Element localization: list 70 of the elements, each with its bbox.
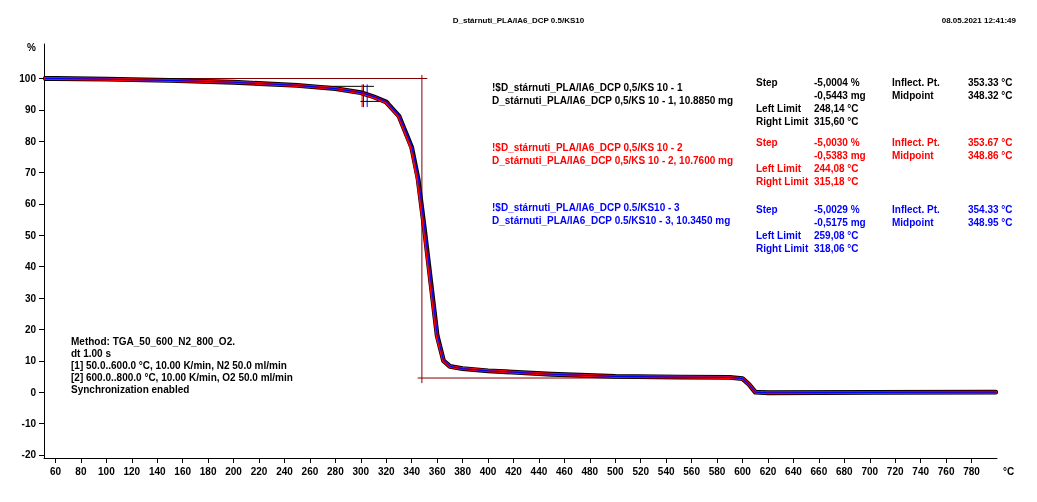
x-tick-label: 580 bbox=[708, 465, 726, 477]
x-tick-label: 400 bbox=[479, 465, 497, 477]
x-tick-label: 760 bbox=[937, 465, 955, 477]
y-tick-label: 40 bbox=[24, 261, 37, 273]
y-tick-label: -10 bbox=[21, 418, 37, 429]
x-tick-label: 460 bbox=[556, 465, 574, 477]
annotation: -5,0029 % -0,5175 mg 259,08 °C 318,06 °C bbox=[814, 204, 866, 254]
x-tick-label: 100 bbox=[98, 465, 116, 477]
y-tick-label: -20 bbox=[21, 449, 37, 461]
annotation: Inflect. Pt. Midpoint bbox=[892, 77, 940, 101]
y-tick-label: 20 bbox=[24, 323, 37, 335]
x-tick-label: 60 bbox=[49, 465, 62, 477]
x-tick-label: 280 bbox=[327, 465, 345, 477]
x-tick-label: 780 bbox=[963, 465, 981, 477]
annotation: Inflect. Pt. Midpoint bbox=[892, 204, 940, 228]
x-tick-label: 600 bbox=[734, 465, 752, 477]
chart-subtitle: 08.05.2021 12:41:49 bbox=[941, 15, 1017, 25]
x-tick-label: 140 bbox=[148, 465, 167, 477]
x-tick-label: 540 bbox=[657, 465, 675, 477]
y-tick-label: 0 bbox=[30, 386, 37, 398]
x-tick-label: 680 bbox=[835, 465, 854, 477]
x-tick-label: 340 bbox=[403, 465, 421, 477]
x-tick-label: 660 bbox=[810, 465, 828, 477]
x-tick-label: 300 bbox=[352, 465, 370, 477]
y-tick-label: 80 bbox=[24, 135, 37, 147]
annotation: -5,0030 % -0,5383 mg 244,08 °C 315,18 °C bbox=[814, 137, 866, 187]
x-tick-label: 260 bbox=[301, 465, 319, 477]
y-tick-label: 90 bbox=[24, 104, 37, 116]
annotation: -5,0004 % -0,5443 mg 248,14 °C 315,60 °C bbox=[814, 77, 866, 127]
x-tick-label: 560 bbox=[683, 465, 701, 477]
x-tick-label: 180 bbox=[199, 465, 217, 477]
y-tick-label: 50 bbox=[24, 229, 37, 241]
y-tick-label: 70 bbox=[24, 167, 37, 179]
x-tick-label: 160 bbox=[174, 465, 192, 477]
text: Step Left Limit Right Limit bbox=[756, 204, 809, 254]
x-tick-label: 320 bbox=[377, 465, 396, 477]
annotation: 354.33 °C 348.95 °C bbox=[968, 204, 1013, 228]
x-tick-label: 480 bbox=[581, 465, 599, 477]
x-tick-label: 620 bbox=[759, 465, 777, 477]
x-tick-label: 640 bbox=[785, 465, 803, 477]
text: !$D_stárnuti_PLA/IA6_DCP 0,5/KS 10 - 1 D_stárnuti_PLA/IA6_DCP 0,5/KS 10 - 1, 10.8850 mg bbox=[492, 82, 734, 106]
y-tick-label: 10 bbox=[24, 355, 37, 367]
text: Step Left Limit Right Limit bbox=[756, 77, 809, 127]
y-axis-title: % bbox=[27, 41, 37, 53]
text: !$D_stárnuti_PLA/IA6_DCP 0.5/KS10 - 3 D_stárnuti_PLA/IA6_DCP 0.5/KS10 - 3, 10.3450 mg bbox=[492, 202, 731, 226]
annotation: Inflect. Pt. Midpoint bbox=[892, 137, 940, 161]
y-tick-label: 100 bbox=[19, 73, 37, 84]
text: Step Left Limit Right Limit bbox=[756, 137, 809, 187]
x-axis-title: °C bbox=[1003, 465, 1015, 477]
x-tick-label: 120 bbox=[123, 465, 141, 477]
x-tick-label: 500 bbox=[606, 465, 625, 477]
annotation: 353.33 °C 348.32 °C bbox=[968, 77, 1013, 101]
annotation: 353.67 °C 348.86 °C bbox=[968, 137, 1013, 161]
y-tick-label: 30 bbox=[24, 292, 37, 304]
x-tick-label: 420 bbox=[505, 465, 523, 477]
x-tick-label: 720 bbox=[886, 465, 904, 477]
x-tick-label: 80 bbox=[75, 465, 87, 477]
chart-title: D_stárnutí_PLA/IA6_DCP 0.5/KS10 bbox=[452, 15, 585, 25]
x-tick-label: 240 bbox=[276, 465, 294, 477]
x-tick-label: 440 bbox=[530, 465, 548, 477]
x-tick-label: 200 bbox=[225, 465, 243, 477]
x-tick-label: 360 bbox=[428, 465, 446, 477]
annotation: Method: TGA_50_600_N2_800_O2. dt 1.00 s [1] 50.0..600.0 °C, 10.00 K/min, N2 50.0 ml/min [2] 600.0..800.0 °C, 10.00 K/min, O2 50.0 ml/min Synchronization enabled bbox=[71, 335, 293, 395]
x-tick-label: 380 bbox=[454, 465, 472, 477]
x-tick-label: 700 bbox=[861, 465, 879, 477]
x-tick-label: 520 bbox=[632, 465, 650, 477]
x-tick-label: 740 bbox=[912, 465, 930, 477]
text: !$D_stárnuti_PLA/IA6_DCP 0,5/KS 10 - 2 D_stárnuti_PLA/IA6_DCP 0,5/KS 10 - 2, 10.7600 mg bbox=[492, 142, 734, 166]
x-tick-label: 220 bbox=[250, 465, 268, 477]
y-tick-label: 60 bbox=[24, 198, 37, 210]
